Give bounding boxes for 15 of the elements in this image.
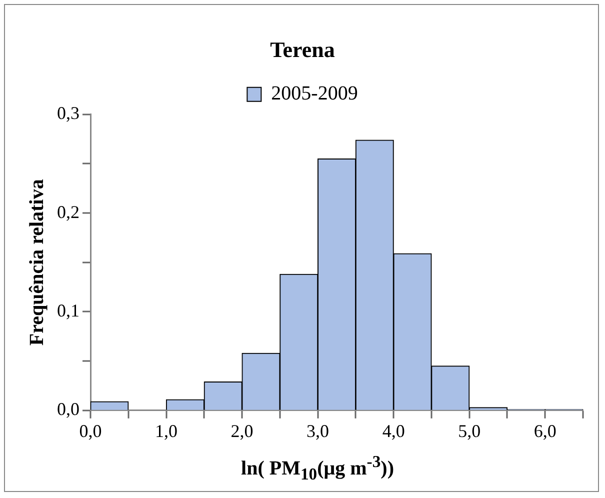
- y-tick-label: 0,3: [57, 103, 80, 124]
- x-tick-label: 3,0: [306, 420, 330, 441]
- x-tick-label: 0,0: [79, 420, 102, 441]
- y-axis-title: Frequência relativa: [26, 179, 48, 346]
- x-tick-label: 1,0: [155, 420, 178, 441]
- y-tick-label: 0,0: [57, 399, 80, 420]
- x-tick-label: 4,0: [382, 420, 405, 441]
- y-tick-label: 0,2: [57, 202, 80, 222]
- y-tick-label: 0,1: [57, 300, 80, 320]
- x-axis-title: ln( PM$_{10}$(μg m$^{-3}$)): [240, 452, 395, 485]
- chart-title: Terena: [270, 36, 335, 62]
- x-tick-label: 6,0: [534, 420, 556, 441]
- x-tick-label: 5,0: [458, 420, 481, 441]
- legend-label: 2005-2009: [271, 82, 358, 105]
- x-tick-label: 2,0: [230, 420, 254, 441]
